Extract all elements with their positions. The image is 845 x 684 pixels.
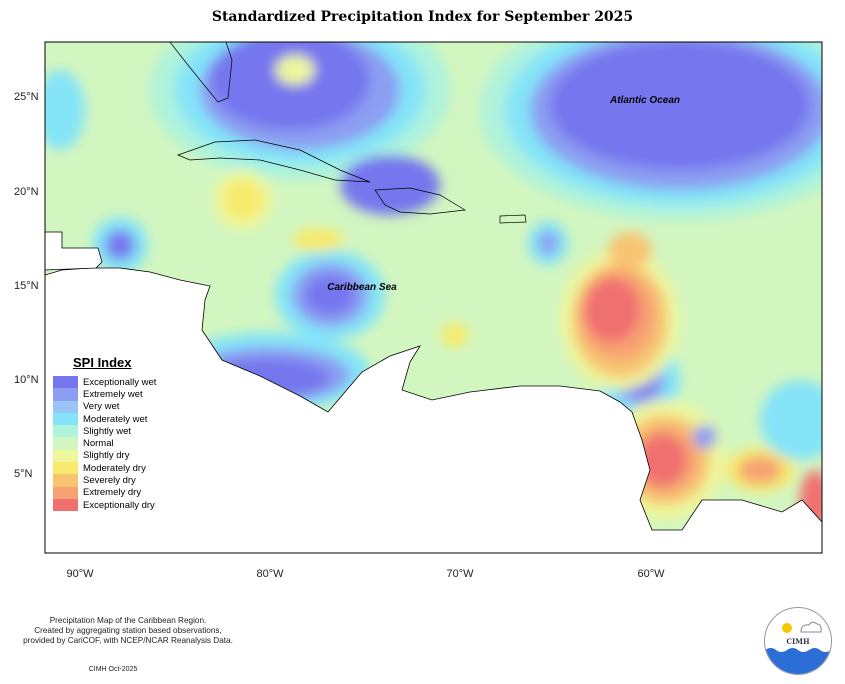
lat-tick: 10°N [14, 374, 39, 386]
legend-item: Slightly wet [53, 425, 156, 438]
spi-anomaly-region [210, 42, 370, 130]
lat-tick: 15°N [14, 280, 39, 292]
puerto-rico-outline [499, 214, 527, 224]
atlantic-ocean-label: Atlantic Ocean [609, 95, 680, 106]
logo-text: CIMH [786, 637, 810, 646]
footer-line: Created by aggregating station based obs… [34, 626, 222, 635]
spi-anomaly-region [275, 55, 315, 85]
sun-icon [782, 623, 792, 633]
legend-item: Extremely dry [53, 486, 156, 499]
legend-item: Moderately wet [53, 412, 156, 426]
lon-tick: 60°W [637, 568, 665, 580]
legend-swatch [53, 388, 78, 401]
footer-line: Precipitation Map of the Caribbean Regio… [49, 616, 207, 625]
legend-swatch [53, 449, 78, 463]
spi-anomaly-region [550, 42, 810, 170]
spi-anomaly-region [638, 434, 686, 486]
hispaniola-outline [374, 187, 467, 215]
spi-anomaly-region [105, 230, 135, 260]
legend-label: Very wet [83, 401, 120, 413]
legend-item: Moderately dry [53, 462, 156, 475]
spi-anomaly-region [223, 180, 263, 220]
legend-title: SPI Index [73, 355, 132, 370]
legend-swatch [53, 486, 78, 499]
legend-swatch [53, 462, 78, 475]
legend-item: Exceptionally wet [53, 376, 157, 389]
legend-swatch [53, 474, 78, 487]
spi-legend: SPI Index Exceptionally wet Extremely wet… [53, 355, 157, 512]
legend-label: Slightly dry [83, 450, 130, 462]
lon-tick: 70°W [446, 568, 474, 580]
legend-label: Extremely wet [83, 388, 143, 400]
legend-label: Extremely dry [83, 487, 142, 499]
spi-anomaly-region [340, 155, 440, 215]
legend-label: Exceptionally dry [83, 499, 155, 511]
legend-item: Severely dry [53, 474, 156, 487]
legend-swatch [53, 425, 78, 438]
legend-swatch [53, 412, 78, 426]
legend-item: Very wet [53, 400, 156, 413]
legend-item: Slightly dry [53, 449, 156, 463]
legend-label: Moderately wet [83, 413, 148, 425]
cimh-logo: CIMH [764, 607, 832, 675]
legend-swatch [53, 400, 78, 413]
footer-line: provided by CariCOF, with NCEP/NCAR Rean… [23, 636, 233, 645]
cuba-outline [177, 139, 371, 183]
spi-anomaly-region [738, 456, 782, 484]
map-title: Standardized Precipitation Index for Sep… [211, 9, 634, 25]
spi-anomaly-region [584, 278, 640, 342]
waves-icon [765, 648, 831, 674]
legend-label: Moderately dry [83, 462, 146, 474]
legend-swatch [53, 498, 78, 512]
spi-anomaly-region [45, 70, 85, 150]
central-america-wedge [45, 231, 103, 271]
map-frame [44, 41, 823, 554]
legend-swatch [53, 376, 78, 389]
spi-anomaly-region [305, 275, 355, 315]
land-mask [45, 267, 822, 553]
lon-tick: 80°W [256, 568, 284, 580]
florida-outline [169, 42, 233, 103]
spi-anomaly-region [760, 380, 822, 460]
spi-anomaly-region [608, 232, 652, 268]
lon-tick: 90°W [66, 568, 94, 580]
legend-label: Severely dry [83, 475, 136, 487]
lat-tick: 20°N [14, 186, 39, 198]
caribbean-sea-label: Caribbean Sea [327, 282, 397, 293]
spi-anomaly-region [538, 231, 558, 255]
legend-item: Exceptionally dry [53, 498, 156, 512]
legend-label: Normal [83, 438, 114, 450]
legend-item: Extremely wet [53, 388, 156, 401]
lat-tick: 5°N [14, 468, 33, 480]
spi-anomaly-region [293, 228, 343, 252]
lat-tick: 25°N [14, 91, 39, 103]
legend-item: Normal [53, 437, 156, 450]
legend-label: Exceptionally wet [83, 376, 157, 388]
legend-label: Slightly wet [83, 425, 132, 437]
spi-anomaly-region [693, 425, 717, 449]
legend-swatch [53, 437, 78, 450]
cloud-icon [800, 621, 822, 633]
spi-anomaly-region [441, 323, 469, 347]
footer-note: Precipitation Map of the Caribbean Regio… [8, 616, 248, 646]
footer-stamp: CIMH Oct-2025 [88, 666, 138, 673]
